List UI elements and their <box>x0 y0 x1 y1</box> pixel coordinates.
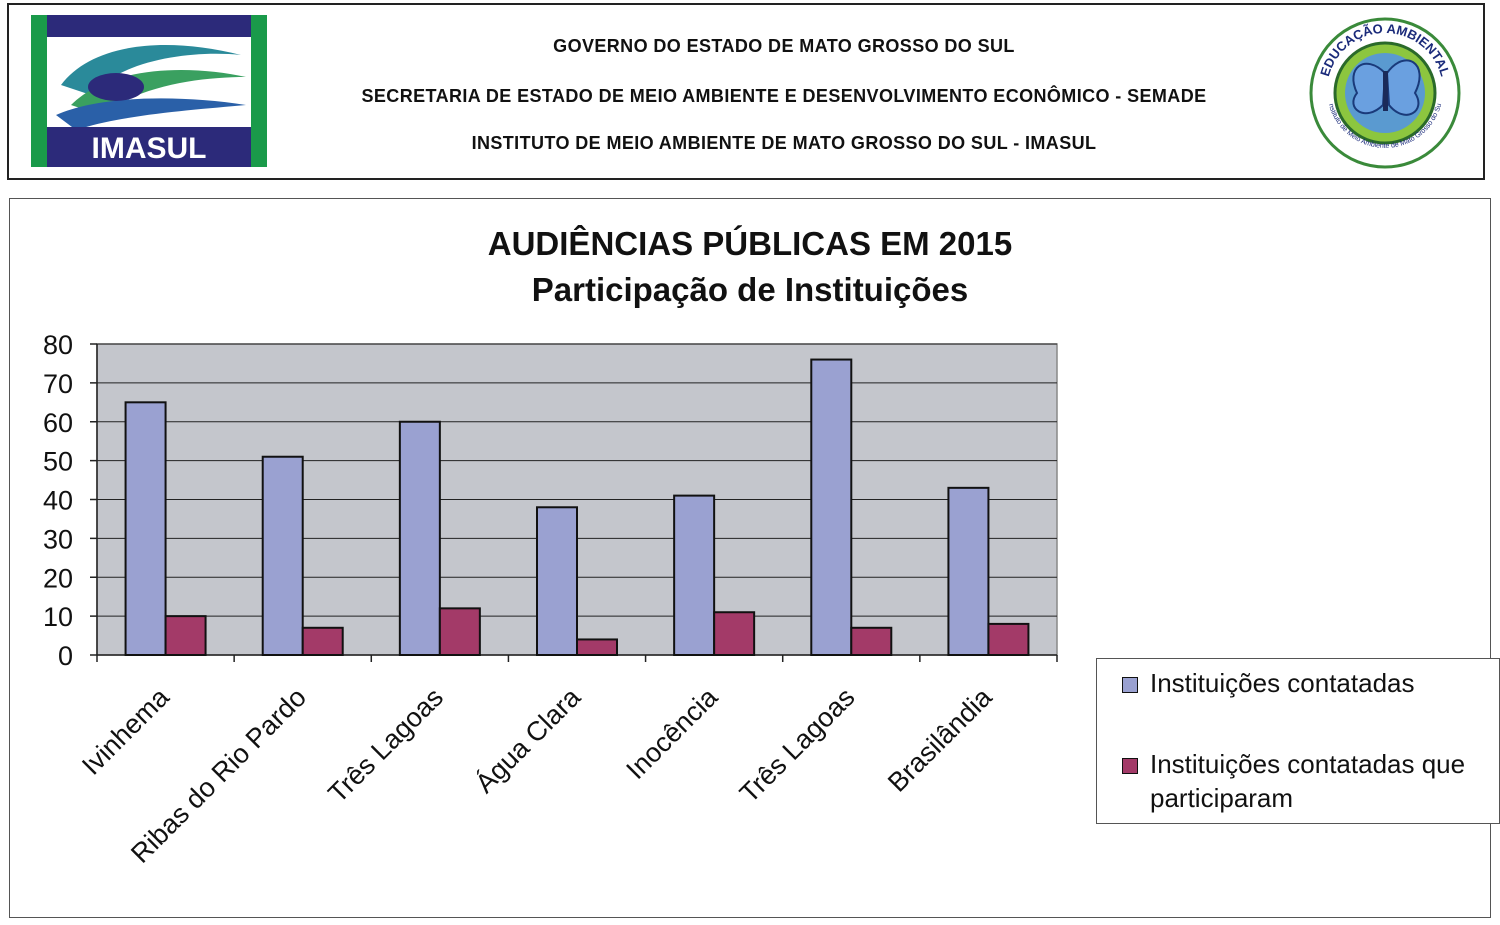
header-line-institute: INSTITUTO DE MEIO AMBIENTE DE MATO GROSS… <box>471 133 1097 153</box>
bar-participated <box>850 626 893 657</box>
bar-participated <box>164 615 207 656</box>
x-category-label: Ivinhema <box>76 681 175 780</box>
bar-contacted <box>810 358 853 657</box>
x-category-label: Três Lagoas <box>322 682 449 809</box>
bar-contacted <box>261 455 304 656</box>
bar-contacted <box>398 420 441 656</box>
y-tick-label: 60 <box>43 408 73 438</box>
y-tick-label: 0 <box>58 641 73 671</box>
y-tick-label: 20 <box>43 563 73 593</box>
bar-contacted <box>536 506 578 656</box>
legend-label-participated: Instituições contatadas que participaram <box>1150 749 1466 813</box>
x-category-label: Água Clara <box>470 681 587 798</box>
legend-swatch-participated <box>1122 758 1138 774</box>
bar-contacted <box>673 494 716 656</box>
chart-subtitle: Participação de Instituições <box>531 271 969 308</box>
y-tick-label: 10 <box>43 602 73 632</box>
imasul-logo: IMASUL <box>31 15 267 167</box>
header-line-secretariat: SECRETARIA DE ESTADO DE MEIO AMBIENTE E … <box>361 86 1207 106</box>
chart-title-block: AUDIÊNCIAS PÚBLICAS EM 2015 Participação… <box>260 221 1240 313</box>
x-category-label: Brasilândia <box>882 681 998 797</box>
bar-participated <box>438 607 481 657</box>
x-category-label: Inocência <box>620 681 724 785</box>
y-tick-label: 30 <box>43 524 73 554</box>
bar-contacted <box>124 401 167 656</box>
page-header: IMASUL GOVERNO DO ESTADO DE MATO GROSSO … <box>7 3 1485 180</box>
legend-swatch-contacted <box>1122 677 1138 693</box>
educacao-ambiental-seal: EDUCAÇÃO AMBIENTAL Instituto de Meio Amb… <box>1305 13 1461 169</box>
y-tick-label: 70 <box>43 369 73 399</box>
bar-participated <box>987 622 1030 656</box>
legend-item-contacted: Instituições contatadas <box>1122 666 1500 700</box>
bar-participated <box>301 626 344 657</box>
bar-contacted <box>947 486 990 656</box>
y-tick-label: 50 <box>43 447 73 477</box>
chart-title: AUDIÊNCIAS PÚBLICAS EM 2015 <box>487 225 1013 262</box>
header-line-government: GOVERNO DO ESTADO DE MATO GROSSO DO SUL <box>553 36 1015 56</box>
legend-item-participated: Instituições contatadas que participaram <box>1122 747 1500 815</box>
chart-panel: AUDIÊNCIAS PÚBLICAS EM 2015 Participação… <box>9 198 1500 918</box>
chart-legend: Instituições contatadas Instituições con… <box>1096 658 1500 824</box>
x-category-label: Três Lagoas <box>734 682 861 809</box>
y-tick-label: 80 <box>43 330 73 360</box>
y-tick-label: 40 <box>43 486 73 516</box>
bar-participated <box>713 611 756 656</box>
legend-label-contacted: Instituições contatadas <box>1150 668 1415 698</box>
bar-participated <box>576 638 618 657</box>
imasul-logo-text: IMASUL <box>92 132 207 165</box>
